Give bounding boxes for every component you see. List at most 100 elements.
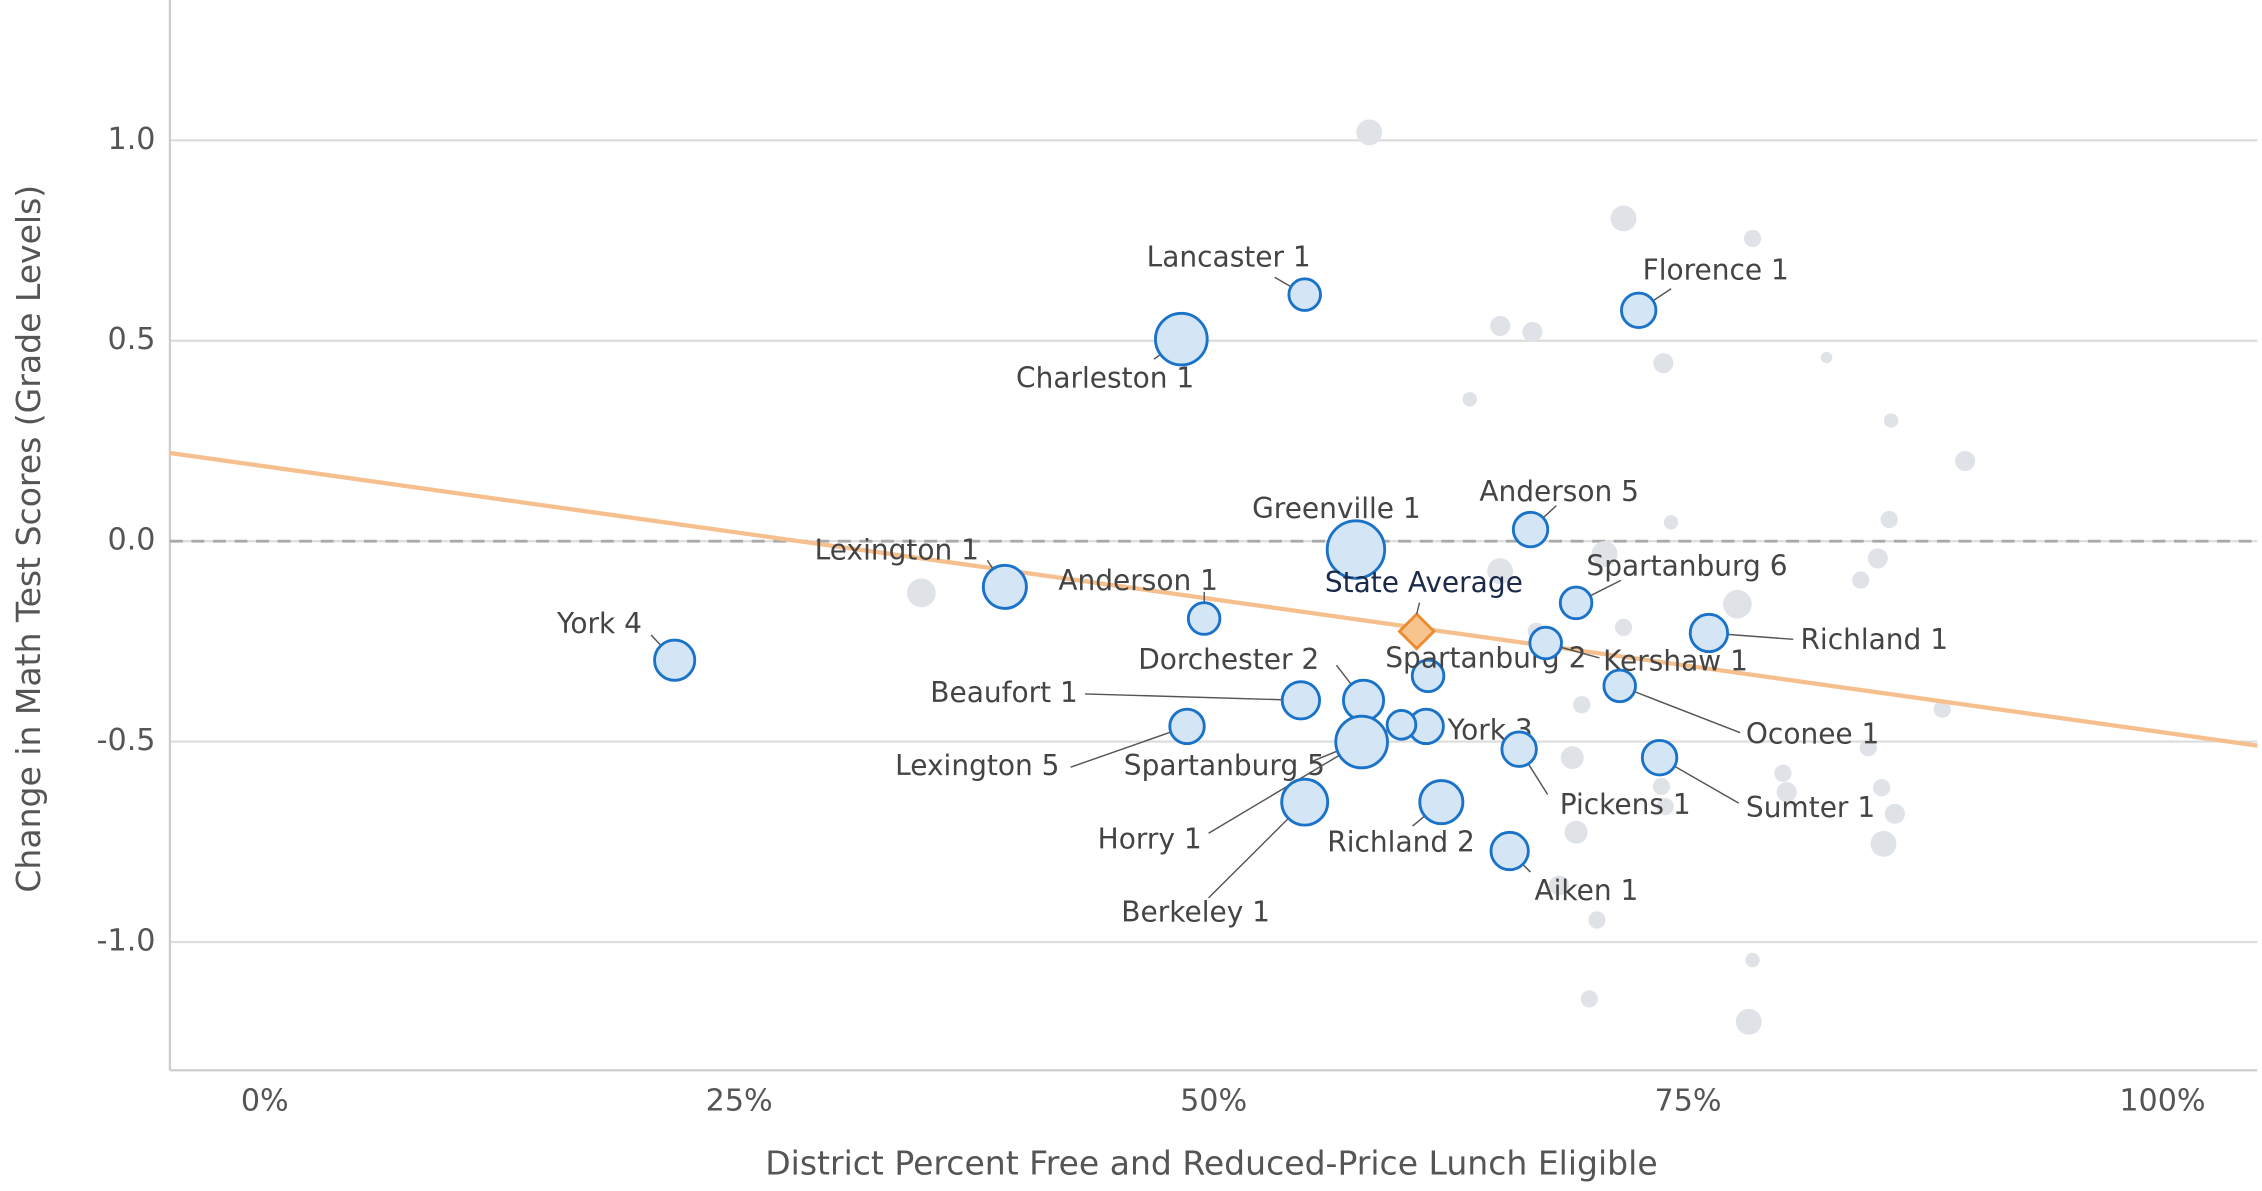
- leader-line: [1522, 863, 1531, 873]
- y-tick-label: 1.0: [108, 122, 156, 157]
- point: [1883, 413, 1899, 428]
- point: [1280, 777, 1330, 827]
- leader-line: [1415, 602, 1421, 615]
- point: [1588, 911, 1606, 929]
- point-label: Sumter 1: [1746, 791, 1875, 824]
- point: [1168, 707, 1206, 746]
- point: [1334, 714, 1389, 770]
- trend-line: [169, 450, 2258, 748]
- point: [906, 578, 936, 608]
- x-tick-label: 25%: [706, 1083, 773, 1118]
- point: [1186, 601, 1222, 636]
- point: [1955, 450, 1976, 472]
- y-axis-title: Change in Math Test Scores (Grade Levels…: [9, 185, 48, 893]
- point: [1356, 119, 1383, 146]
- point: [1410, 658, 1446, 694]
- point: [1688, 612, 1730, 654]
- point: [1522, 321, 1543, 342]
- point: [1614, 618, 1633, 636]
- leader-line: [1634, 690, 1741, 734]
- point-label: Lexington 5: [895, 749, 1059, 782]
- x-tick-label: 75%: [1655, 1083, 1722, 1118]
- leader-line: [1560, 646, 1600, 659]
- point: [1723, 589, 1752, 619]
- point-label: Aiken 1: [1535, 874, 1639, 907]
- point: [1418, 779, 1465, 826]
- point-label: Anderson 5: [1479, 475, 1639, 508]
- y-tick-label: 0.0: [108, 523, 156, 558]
- leader-line: [1412, 815, 1426, 827]
- point: [1325, 519, 1387, 580]
- point: [1580, 990, 1598, 1008]
- state-average-marker: [1397, 612, 1436, 651]
- point-label: Spartanburg 6: [1586, 549, 1787, 582]
- point: [1620, 291, 1658, 329]
- point: [1820, 351, 1833, 364]
- x-tick-label: 100%: [2119, 1083, 2205, 1118]
- point-label: Florence 1: [1643, 254, 1789, 287]
- point: [1558, 585, 1594, 621]
- leader-line: [1674, 765, 1740, 804]
- point: [1880, 510, 1898, 529]
- point: [1776, 782, 1797, 803]
- point: [1610, 205, 1637, 232]
- point: [1867, 548, 1888, 569]
- point-label: Anderson 1: [1058, 564, 1218, 597]
- point: [1154, 311, 1209, 367]
- point: [1548, 875, 1570, 896]
- x-tick-label: 0%: [241, 1083, 289, 1118]
- point-label: Richland 1: [1800, 623, 1948, 656]
- point: [653, 638, 697, 682]
- leader-line: [1589, 579, 1622, 597]
- point-label: Charleston 1: [1016, 361, 1194, 394]
- point: [1872, 779, 1891, 797]
- point: [1745, 952, 1760, 968]
- point-label: Beaufort 1: [930, 676, 1078, 709]
- leader-line: [1208, 817, 1289, 899]
- point-label: Lancaster 1: [1147, 241, 1311, 274]
- leader-line: [1085, 693, 1283, 701]
- point: [1528, 625, 1563, 661]
- point: [1652, 777, 1671, 796]
- point-label: Pickens 1: [1560, 788, 1691, 821]
- leader-line: [1274, 276, 1292, 288]
- leader-line: [1335, 664, 1352, 685]
- point: [1341, 678, 1386, 722]
- point-label: York 4: [556, 607, 642, 640]
- y-tick-label: -1.0: [97, 924, 156, 959]
- point: [1487, 558, 1514, 585]
- point: [1735, 1008, 1762, 1035]
- leader-line: [1527, 763, 1549, 795]
- point: [1663, 515, 1679, 530]
- point-label: Oconee 1: [1746, 718, 1879, 751]
- leader-line: [986, 559, 994, 570]
- point: [1870, 830, 1897, 857]
- leader-line: [1208, 754, 1340, 834]
- point-label: Spartanburg 5: [1124, 749, 1325, 782]
- point: [1287, 277, 1322, 312]
- y-tick-label: 0.5: [108, 322, 156, 357]
- point: [1591, 541, 1618, 567]
- y-tick-label: -0.5: [97, 723, 156, 758]
- point-label: Dorchester 2: [1138, 643, 1319, 676]
- point: [1280, 680, 1322, 721]
- x-tick-label: 50%: [1180, 1083, 1247, 1118]
- point: [1511, 510, 1550, 549]
- point: [1490, 315, 1511, 336]
- point-label: Greenville 1: [1252, 492, 1421, 525]
- state-average-label: State Average: [1325, 566, 1523, 599]
- point: [1500, 730, 1538, 768]
- leader-line: [1727, 633, 1794, 641]
- leader-line: [1652, 288, 1672, 302]
- point: [1489, 830, 1530, 872]
- point: [1462, 392, 1477, 407]
- point: [1656, 797, 1674, 816]
- point: [1852, 571, 1870, 589]
- point: [1653, 353, 1674, 374]
- point: [981, 563, 1028, 610]
- point: [1560, 746, 1584, 770]
- leader-line: [650, 634, 662, 647]
- point-label: Lexington 1: [815, 534, 979, 567]
